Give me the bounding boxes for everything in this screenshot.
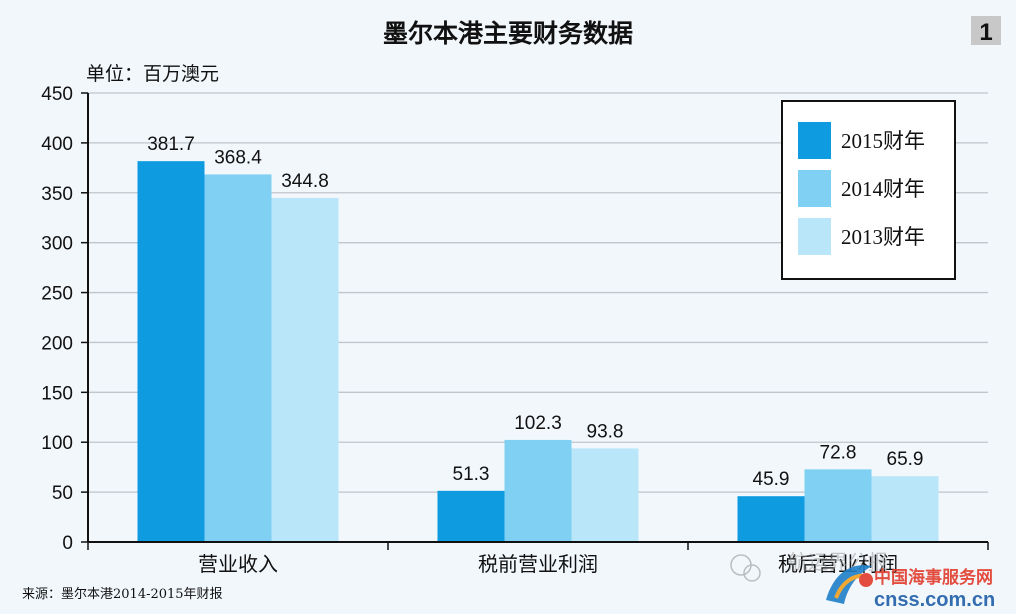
page-badge-number: 1 [979, 19, 992, 46]
y-tick-label: 250 [41, 284, 73, 305]
watermark-wechat-name: 航运界公报 [788, 551, 888, 574]
data-label: 51.3 [453, 464, 490, 485]
cnss-logo-icon [826, 565, 873, 604]
legend-swatch [798, 170, 831, 207]
y-tick-label: 450 [41, 84, 73, 105]
y-tick-label: 100 [41, 433, 73, 454]
data-label: 45.9 [753, 469, 790, 490]
watermark-site-url: cnss.com.cn [874, 589, 995, 611]
bar [571, 448, 639, 542]
bar [204, 174, 272, 542]
data-labels: 381.7 368.4 344.8 51.3 102.3 93.8 45.9 72.8 65.9 [147, 134, 923, 490]
y-tick-label: 300 [41, 234, 73, 255]
bar [504, 439, 572, 542]
bar [804, 469, 872, 542]
page-badge-box [971, 16, 1001, 45]
bars [137, 161, 939, 542]
y-tick-label: 0 [62, 533, 73, 554]
source-note: 来源：墨尔本港2014-2015年财报 [22, 587, 223, 602]
x-category-label: 营业收入 [198, 553, 278, 576]
y-tick-label: 400 [41, 134, 73, 155]
y-tick-label: 150 [41, 383, 73, 404]
legend: 2015财年 2014财年 2013财年 [781, 100, 956, 280]
bar [871, 476, 939, 542]
x-category-label: 税后营业利润 [778, 553, 898, 576]
legend-swatch [798, 122, 831, 159]
axes [87, 93, 989, 550]
legend-label: 2013财年 [841, 225, 925, 249]
y-axis-ticks: 0 50 100 150 200 250 300 350 400 450 [41, 84, 88, 554]
data-label: 344.8 [281, 171, 329, 192]
unit-label: 单位：百万澳元 [86, 63, 219, 85]
chart-title: 墨尔本港主要财务数据 [383, 19, 633, 48]
data-label: 93.8 [587, 421, 624, 442]
y-tick-label: 350 [41, 184, 73, 205]
watermark: 航运界公报 中国海事服务网 cnss.com.cn [730, 551, 995, 611]
data-label: 72.8 [820, 442, 857, 463]
legend-swatch [798, 218, 831, 255]
y-tick-label: 50 [52, 483, 73, 504]
data-label: 102.3 [514, 413, 562, 434]
watermark-site-name: 中国海事服务网 [874, 567, 993, 587]
page-badge: 1 [971, 16, 1001, 46]
data-label: 65.9 [887, 449, 924, 470]
x-category-label: 税前营业利润 [478, 553, 598, 576]
wechat-icon [730, 554, 761, 582]
data-label: 381.7 [147, 134, 195, 155]
legend-label: 2015财年 [841, 129, 925, 153]
bar [737, 496, 805, 542]
y-tick-label: 200 [41, 333, 73, 354]
legend-label: 2014财年 [841, 177, 925, 201]
data-label: 368.4 [214, 147, 262, 168]
bar [137, 161, 205, 542]
bar [271, 197, 339, 542]
category-labels: 营业收入 税前营业利润 税后营业利润 [198, 553, 898, 576]
bar [437, 490, 505, 542]
